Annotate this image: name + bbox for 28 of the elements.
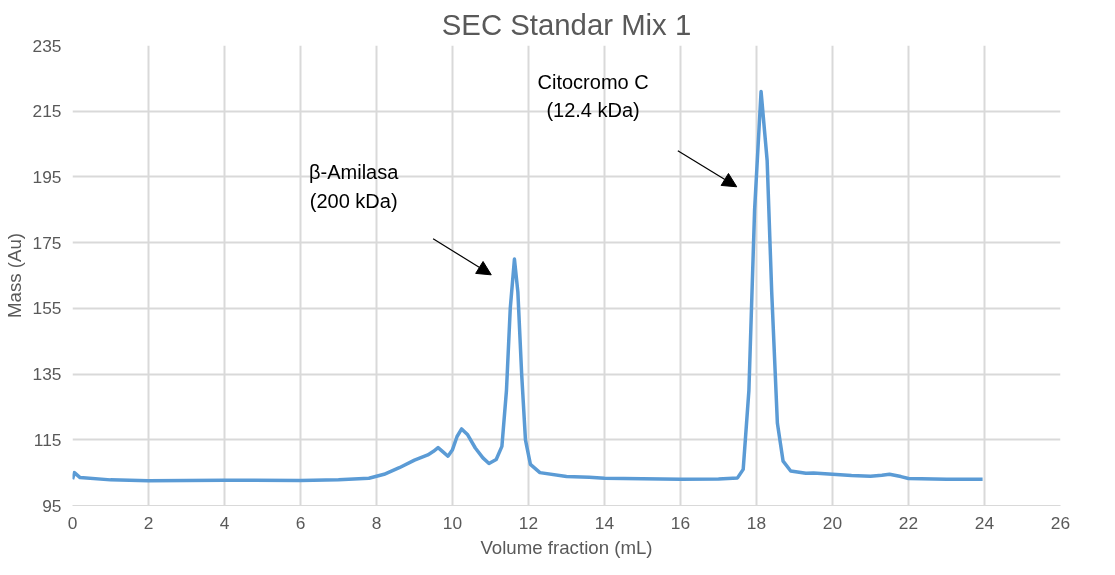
annotation: Citocromo C (12.4 kDa) <box>537 70 649 122</box>
x-tick-label: 26 <box>1050 512 1071 533</box>
x-tick-label: 16 <box>670 512 691 533</box>
x-tick-label: 24 <box>974 512 995 533</box>
y-tick-label: 115 <box>33 429 62 450</box>
x-tick-label: 6 <box>295 512 306 533</box>
x-tick-label: 20 <box>822 512 843 533</box>
x-tick-label: 4 <box>219 512 230 533</box>
annotation: β-Amilasa (200 kDa) <box>309 161 400 213</box>
y-tick-label: 215 <box>32 101 62 122</box>
x-tick-label: 2 <box>143 512 154 533</box>
y-tick-label: 135 <box>32 364 62 385</box>
x-tick-label: 22 <box>898 512 919 533</box>
y-axis-title: Mass (Au) <box>3 232 25 318</box>
line-series <box>72 89 985 483</box>
y-tick-label: 235 <box>32 35 62 56</box>
chart-title: SEC Standar Mix 1 <box>441 7 692 41</box>
x-tick-label: 14 <box>594 512 615 533</box>
y-tick-label: 95 <box>42 495 62 516</box>
x-tick-label: 18 <box>746 512 767 533</box>
y-tick-label: 195 <box>32 166 62 187</box>
x-axis-title: Volume fraction (mL) <box>480 536 653 558</box>
y-tick-label: 155 <box>32 298 62 319</box>
x-tick-label: 10 <box>442 512 463 533</box>
x-tick-label: 0 <box>67 512 78 533</box>
y-tick-label: 175 <box>32 232 62 253</box>
x-tick-label: 12 <box>518 512 539 533</box>
x-tick-label: 8 <box>371 512 382 533</box>
